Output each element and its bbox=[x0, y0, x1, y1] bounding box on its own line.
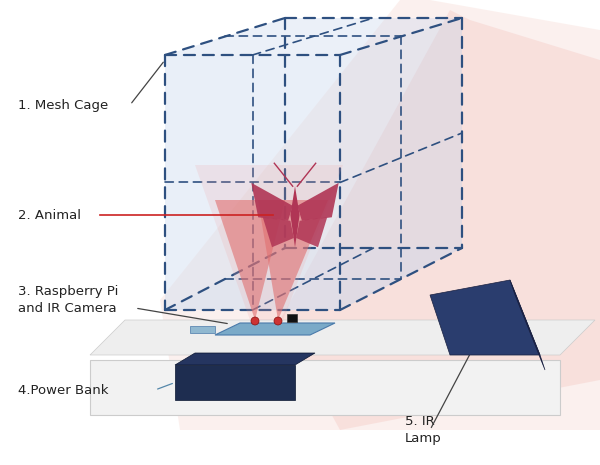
Polygon shape bbox=[298, 183, 338, 221]
Circle shape bbox=[274, 317, 282, 325]
Polygon shape bbox=[165, 18, 462, 55]
Text: 1. Mesh Cage: 1. Mesh Cage bbox=[18, 99, 108, 112]
Polygon shape bbox=[290, 186, 299, 247]
Polygon shape bbox=[175, 365, 295, 400]
Bar bbox=[287, 314, 297, 322]
Polygon shape bbox=[165, 248, 462, 310]
Text: 2. Animal: 2. Animal bbox=[18, 208, 81, 221]
Polygon shape bbox=[165, 55, 340, 310]
Polygon shape bbox=[90, 360, 560, 415]
Polygon shape bbox=[510, 280, 545, 370]
Polygon shape bbox=[215, 200, 285, 320]
Polygon shape bbox=[190, 326, 215, 333]
Polygon shape bbox=[215, 323, 335, 335]
Polygon shape bbox=[296, 217, 327, 247]
Polygon shape bbox=[251, 183, 293, 221]
Polygon shape bbox=[90, 320, 595, 355]
Polygon shape bbox=[280, 10, 600, 430]
Polygon shape bbox=[258, 200, 328, 320]
Text: 4.Power Bank: 4.Power Bank bbox=[18, 384, 109, 397]
Polygon shape bbox=[263, 217, 294, 247]
Polygon shape bbox=[340, 18, 462, 310]
Polygon shape bbox=[160, 0, 600, 430]
Polygon shape bbox=[175, 353, 315, 365]
Text: 5. IR
Lamp: 5. IR Lamp bbox=[405, 415, 442, 445]
Text: 3. Raspberry Pi
and IR Camera: 3. Raspberry Pi and IR Camera bbox=[18, 285, 118, 315]
Circle shape bbox=[251, 317, 259, 325]
Polygon shape bbox=[195, 165, 343, 320]
Polygon shape bbox=[430, 280, 540, 355]
